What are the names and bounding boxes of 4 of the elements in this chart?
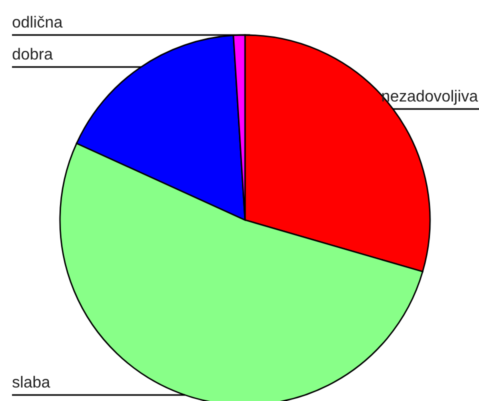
slice-label: dobra bbox=[12, 48, 53, 60]
slice-label: odlična bbox=[12, 16, 63, 28]
slice-label: nezadovoljiva bbox=[382, 90, 478, 105]
slice-label: slaba bbox=[12, 376, 50, 388]
